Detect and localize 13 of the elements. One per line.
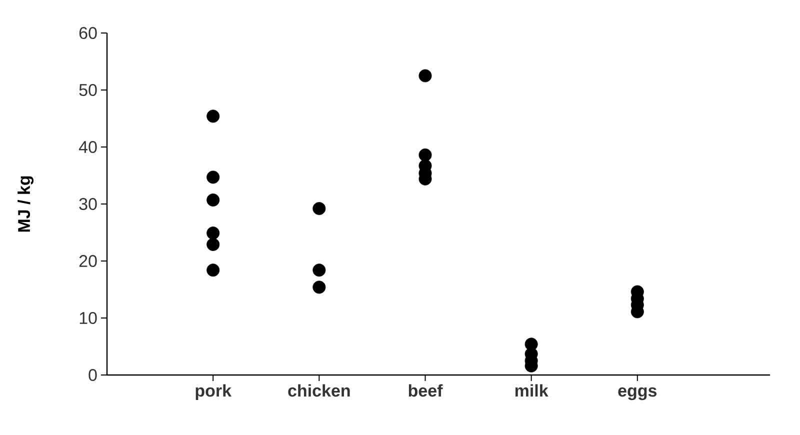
y-tick-label: 20 [79,254,97,268]
y-tick-label: 10 [80,312,97,324]
y-tick-label: 50 [79,84,97,96]
y-tick-label: 0 [88,368,97,382]
x-tick-label: chicken [288,384,350,397]
y-tick-label: 40 [78,140,97,154]
x-tick-label: pork [196,384,232,400]
x-tick-label: beef [408,384,443,397]
x-tick-label: eggs [618,387,657,400]
y-tick-label: 60 [79,26,97,40]
x-tick-label: milk [515,384,548,397]
y-axis-title: MJ / kg [18,176,34,232]
y-tick-label: 30 [79,198,97,210]
